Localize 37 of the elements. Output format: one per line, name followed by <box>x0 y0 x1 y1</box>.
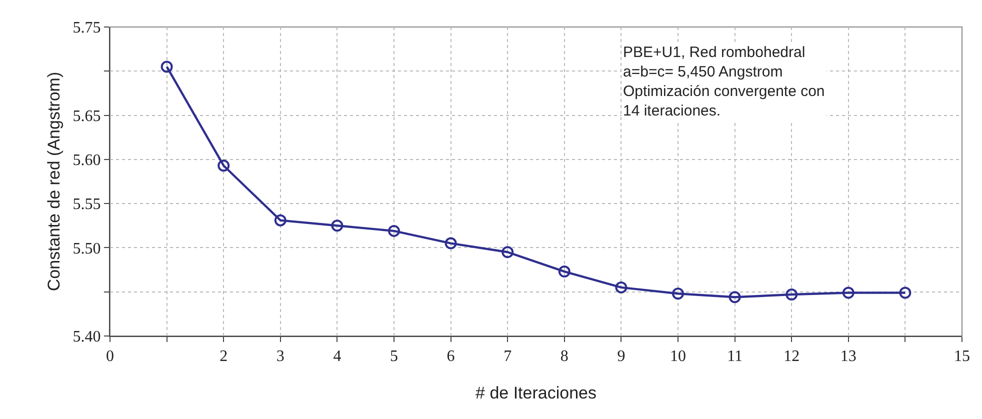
x-tick-label: 9 <box>617 348 626 366</box>
point <box>331 220 344 232</box>
point <box>672 288 684 300</box>
x-tick-label: 7 <box>504 348 512 366</box>
point <box>842 286 854 299</box>
point <box>160 60 173 73</box>
x-tick-label: 8 <box>560 348 568 366</box>
x-tick-label: 2 <box>220 348 228 366</box>
annotation: PBE+U1, Red rombohedral a=b=c= 5,450 Angstrom Optimización convergente con 14 iteraciones. <box>623 44 825 120</box>
x-tick-label: 10 <box>670 348 686 366</box>
point <box>615 281 628 294</box>
point <box>502 246 514 258</box>
x-tick-label: 4 <box>333 348 342 366</box>
point <box>218 160 230 172</box>
x-tick-label: 6 <box>446 348 455 366</box>
x-axis-title: # de Iteraciones <box>476 384 596 403</box>
x-tick-label: 11 <box>727 348 743 366</box>
point <box>444 237 457 250</box>
point <box>728 291 741 304</box>
point <box>899 286 912 299</box>
y-tick-label: 5.75 <box>72 20 101 37</box>
y-tick-label: 5.55 <box>72 196 101 214</box>
y-tick-label: 5.50 <box>72 240 101 258</box>
point <box>558 266 570 278</box>
x-tick-label: 12 <box>784 348 800 366</box>
y-tick-label: 5.60 <box>72 152 101 170</box>
x-tick-label: 0 <box>106 348 114 366</box>
x-tick-label: 3 <box>276 348 284 366</box>
y-axis-title: Constante de red (Angstrom) <box>44 72 64 292</box>
point <box>274 214 286 226</box>
point <box>388 224 400 237</box>
x-tick-label: 13 <box>840 348 856 366</box>
y-tick-label: 5.65 <box>72 108 101 125</box>
y-tick-label: 5.40 <box>72 328 101 346</box>
x-tick-label: 5 <box>390 348 398 366</box>
point <box>786 288 798 301</box>
x-tick-label: 15 <box>954 348 970 366</box>
